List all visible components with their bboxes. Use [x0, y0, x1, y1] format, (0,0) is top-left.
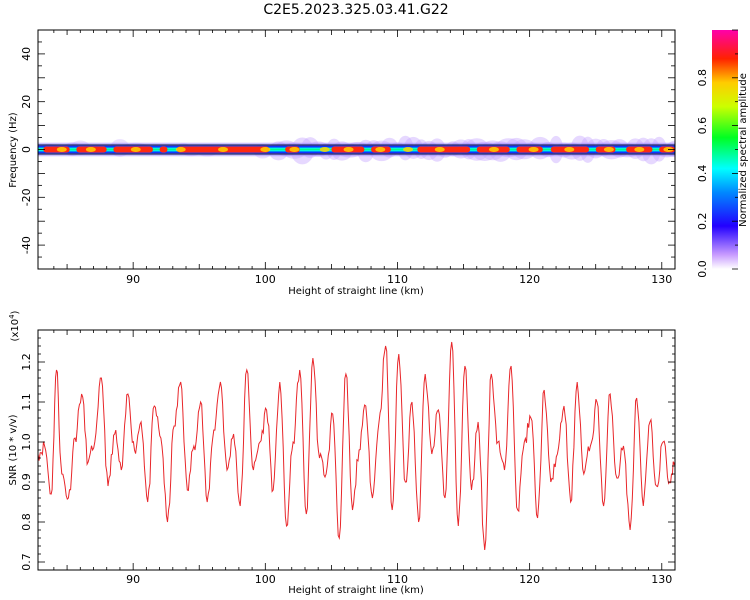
snr-xtick-label: 120	[519, 573, 540, 586]
spectral-hotspot	[603, 147, 614, 152]
colorbar-tick-label: 0.8	[696, 69, 709, 87]
spectral-hotspot	[319, 147, 330, 152]
colorbar-tick-label: 0.0	[696, 260, 709, 278]
snr-xtick-label: 110	[387, 573, 408, 586]
spectrogram-panel: 90 100 110 120 130 -40 -20 0 20 40 Height of stra…	[8, 29, 676, 297]
snr-ytick-label: 1.2	[20, 353, 33, 371]
snr-yscale: (x104)	[8, 310, 21, 341]
spectral-hotspot	[488, 147, 499, 152]
spectrogram-xtick-label: 100	[255, 273, 276, 286]
spectral-hotspot	[434, 147, 445, 152]
spectrogram-image	[38, 135, 675, 165]
snr-ticks: 90 100 110 120 130 0.7 0.8 0.9 1.0 1.1 1.2	[20, 329, 676, 586]
spectral-hotspot	[564, 147, 575, 152]
snr-frame	[37, 329, 676, 571]
spectral-hotspot	[85, 147, 96, 152]
spectrogram-xlabel: Height of straight line (km)	[288, 286, 424, 297]
spectrogram-ticks: 90 100 110 120 130 -40 -20 0 20 40	[20, 29, 676, 286]
snr-series-line	[38, 341, 675, 551]
spectral-hotspot	[375, 147, 386, 152]
snr-xlabel: Height of straight line (km)	[288, 585, 424, 596]
spectrogram-ytick-label: -40	[20, 236, 33, 254]
snr-ytick-label: 1.1	[20, 393, 33, 411]
spectral-hotspot	[403, 147, 414, 152]
snr-ylabel: SNR (10 * v/v)	[8, 414, 19, 485]
spectral-hotspot	[260, 147, 271, 152]
spectral-hotspot	[175, 147, 186, 152]
colorbar-tick-label: 0.6	[696, 117, 709, 135]
snr-ytick-label: 1.0	[20, 433, 33, 451]
spectral-hotspot	[528, 147, 539, 152]
snr-xtick-label: 100	[255, 573, 276, 586]
colorbar-tick-label: 0.4	[696, 165, 709, 183]
snr-yscale-close: )	[10, 310, 21, 314]
snr-plot-area	[38, 341, 675, 551]
snr-xtick-label: 130	[651, 573, 672, 586]
spectral-peak-segment	[159, 146, 168, 153]
chart-title: C2E5.2023.325.03.41.G22	[263, 2, 449, 18]
snr-xtick-label: 90	[126, 573, 140, 586]
spectrogram-ytick-label: 0	[20, 146, 33, 153]
spectral-hotspot	[130, 147, 141, 152]
spectral-hotspot	[634, 147, 645, 152]
spectrogram-xtick-label: 130	[651, 273, 672, 286]
colorbar-gradient	[712, 30, 738, 269]
spectrogram-ytick-label: 20	[20, 95, 33, 109]
snr-ytick-label: 0.9	[20, 473, 33, 491]
colorbar-label: Normalized spectral amplitude	[738, 73, 749, 227]
snr-yscale-base: (x10	[10, 319, 21, 342]
snr-ytick-label: 0.7	[20, 553, 33, 571]
spectrogram-ytick-label: -20	[20, 188, 33, 206]
spectral-hotspot	[218, 147, 229, 152]
spectral-hotspot	[343, 147, 354, 152]
spectrogram-xtick-label: 110	[387, 273, 408, 286]
snr-panel: 90 100 110 120 130 0.7 0.8 0.9 1.0 1.1 1.2 Height …	[8, 310, 676, 596]
snr-yscale-exponent: 4	[8, 314, 16, 319]
spectral-hotspot	[289, 147, 300, 152]
spectrogram-xtick-label: 120	[519, 273, 540, 286]
spectrogram-xtick-label: 90	[126, 273, 140, 286]
spectrogram-ytick-label: 40	[20, 47, 33, 61]
colorbar-ticks: 0.0 0.2 0.4 0.6 0.8	[696, 29, 738, 278]
colorbar: 0.0 0.2 0.4 0.6 0.8 Normalized spectral ampl…	[696, 29, 749, 278]
colorbar-tick-label: 0.2	[696, 212, 709, 230]
spectrogram-ylabel: Frequency (Hz)	[8, 112, 19, 188]
spectral-hotspot	[56, 147, 67, 152]
snr-ytick-label: 0.8	[20, 513, 33, 531]
